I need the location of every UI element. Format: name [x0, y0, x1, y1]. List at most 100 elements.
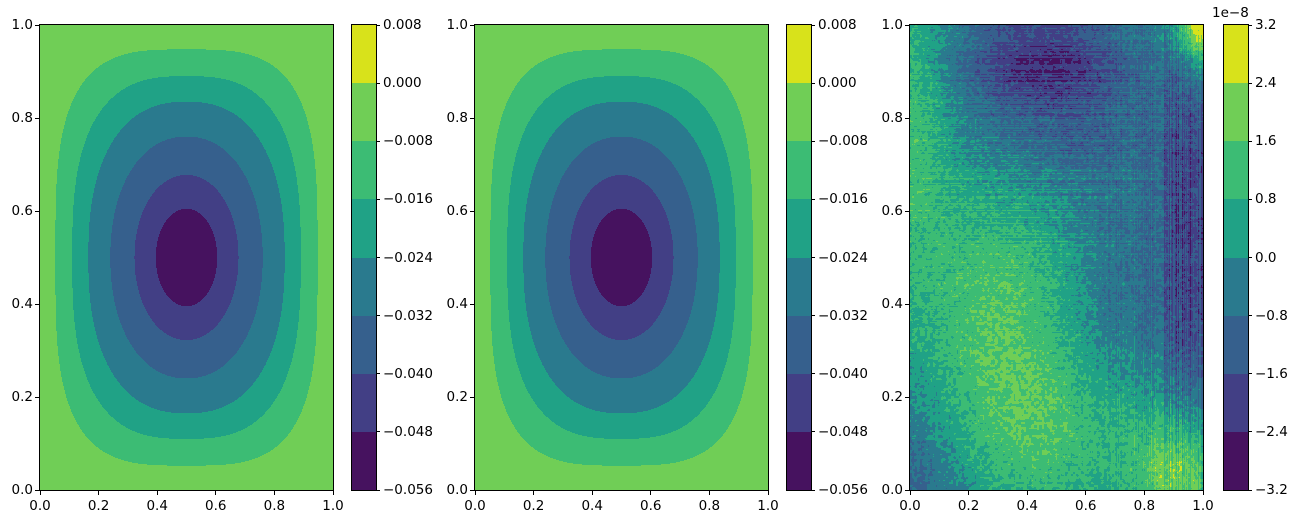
colorbar-tick-label: 3.2: [1255, 17, 1277, 33]
middle-colorbar: 0.008 0.000 −0.008 −0.016 −0.024 −0.032 −0.040…: [786, 17, 868, 498]
y-tick-label: 0.0: [446, 482, 468, 498]
colorbar-segment: [1224, 83, 1248, 142]
colorbar-tick-label: −2.4: [1255, 423, 1288, 440]
right-plot-axes: 0.0 0.2 0.4 0.6 0.8 1.0 0.0 0.2 0.4 0.6 0.8 1.0: [882, 17, 1214, 514]
y-tick-label: 1.0: [881, 17, 903, 33]
colorbar-segment: [352, 25, 376, 84]
colorbar-tick: [812, 315, 815, 317]
right-colorbar: 3.2 2.4 1.6 0.8 0.0 −0.8 −1.6 −2.4 −3.2: [1223, 17, 1288, 498]
colorbar-segment: [787, 25, 811, 84]
x-tick-label: 1.0: [1192, 498, 1214, 514]
colorbar-tick: [1249, 140, 1252, 142]
y-tick-label: 0.6: [881, 203, 903, 219]
colorbar-tick: [377, 489, 380, 491]
colorbar-tick-label: 2.4: [1255, 75, 1277, 92]
y-tick: [470, 489, 474, 491]
y-tick-label: 0.0: [11, 482, 33, 498]
x-tick: [708, 491, 710, 495]
colorbar-segment: [352, 373, 376, 432]
x-tick-label: 0.4: [581, 498, 603, 514]
y-tick-label: 0.4: [11, 296, 33, 312]
colorbar-segment: [787, 141, 811, 200]
y-tick: [905, 396, 909, 398]
y-tick: [35, 210, 39, 212]
colorbar-tick: [377, 431, 380, 433]
y-tick: [35, 396, 39, 398]
left-colorbar: 0.008 0.000 −0.008 −0.016 −0.024 −0.032 −0.040…: [351, 17, 433, 498]
y-tick: [905, 24, 909, 26]
x-tick: [1202, 491, 1204, 495]
colorbar-tick-label: −0.048: [383, 423, 433, 440]
x-tick-label: 0.8: [263, 498, 286, 514]
x-tick-label: 0.8: [1133, 498, 1156, 514]
colorbar-tick: [1249, 373, 1252, 375]
colorbar-tick: [1249, 257, 1252, 258]
middle-plot-axes: 0.0 0.2 0.4 0.6 0.8 1.0 0.0 0.2 0.4 0.6 0.8 1.0: [447, 17, 779, 514]
colorbar-tick: [812, 373, 815, 375]
colorbar-tick-label: 0.008: [818, 17, 857, 33]
colorbar-tick: [1249, 82, 1252, 84]
colorbar-tick: [1249, 198, 1252, 200]
colorbar-tick: [1249, 431, 1252, 433]
colorbar-tick: [1249, 315, 1252, 317]
colorbar-tick: [377, 315, 380, 317]
colorbar-segment: [1224, 199, 1248, 258]
x-tick: [98, 491, 100, 495]
y-tick: [470, 396, 474, 398]
x-tick-label: 0.2: [522, 498, 545, 514]
y-tick-label: 0.6: [11, 203, 33, 219]
x-tick-label: 0.8: [698, 498, 721, 514]
y-tick-label: 0.8: [11, 110, 33, 126]
colorbar-tick: [377, 24, 380, 26]
x-tick: [273, 491, 275, 495]
y-tick: [35, 303, 39, 305]
y-tick-label: 0.2: [446, 389, 468, 405]
colorbar-tick-label: −0.048: [818, 423, 868, 440]
x-tick: [591, 491, 593, 495]
colorbar-segment: [352, 199, 376, 258]
colorbar-segment: [1224, 25, 1248, 84]
y-tick-label: 0.6: [446, 203, 468, 219]
x-tick: [1026, 491, 1028, 495]
x-tick-label: 0.4: [1016, 498, 1038, 514]
colorbar-segment: [787, 199, 811, 258]
x-tick: [215, 491, 217, 495]
colorbar-tick-label: −0.8: [1255, 307, 1288, 324]
left-plot-axes: 0.0 0.2 0.4 0.6 0.8 1.0 0.0 0.2 0.4 0.6 0.8 1.0: [12, 17, 344, 514]
colorbar-tick: [812, 431, 815, 433]
x-tick: [533, 491, 535, 495]
colorbar-tick: [812, 257, 815, 258]
colorbar-tick: [812, 82, 815, 84]
colorbar-segment: [1224, 315, 1248, 374]
left-plot-canvas: [40, 25, 333, 490]
y-tick-label: 0.2: [11, 389, 33, 405]
colorbar-segment: [1224, 431, 1248, 490]
x-tick-label: 0.0: [464, 498, 486, 514]
x-tick-label: 0.6: [1075, 498, 1097, 514]
y-tick: [905, 489, 909, 491]
colorbar-tick-label: −0.024: [383, 249, 433, 266]
y-tick: [905, 117, 909, 119]
y-tick: [35, 489, 39, 491]
x-tick: [39, 491, 41, 495]
y-tick-label: 1.0: [446, 17, 468, 33]
colorbar-tick-label: −1.6: [1255, 365, 1288, 382]
colorbar-segment: [352, 315, 376, 374]
y-tick: [470, 303, 474, 305]
colorbar-tick-label: 0.8: [1255, 191, 1277, 208]
y-tick-label: 0.0: [881, 482, 903, 498]
colorbar-tick-label: −0.008: [383, 133, 433, 150]
x-tick: [909, 491, 911, 495]
colorbar-segment: [787, 83, 811, 142]
colorbar-tick-label: 0.0: [1255, 249, 1277, 266]
y-tick-label: 0.4: [446, 296, 468, 312]
y-tick: [470, 210, 474, 212]
colorbar-tick: [812, 198, 815, 200]
colorbar-tick: [1249, 24, 1252, 26]
colorbar-tick-label: −0.056: [383, 482, 433, 498]
x-tick: [474, 491, 476, 495]
colorbar-tick-label: 1.6: [1255, 133, 1277, 150]
colorbar-segment: [352, 257, 376, 316]
colorbar-tick-label: −0.056: [818, 482, 868, 498]
